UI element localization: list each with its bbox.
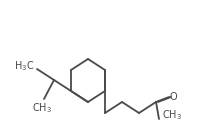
Text: CH$_3$: CH$_3$ bbox=[32, 101, 52, 115]
Text: CH$_3$: CH$_3$ bbox=[162, 108, 182, 122]
Text: O: O bbox=[170, 92, 178, 102]
Text: H$_3$C: H$_3$C bbox=[14, 59, 34, 73]
